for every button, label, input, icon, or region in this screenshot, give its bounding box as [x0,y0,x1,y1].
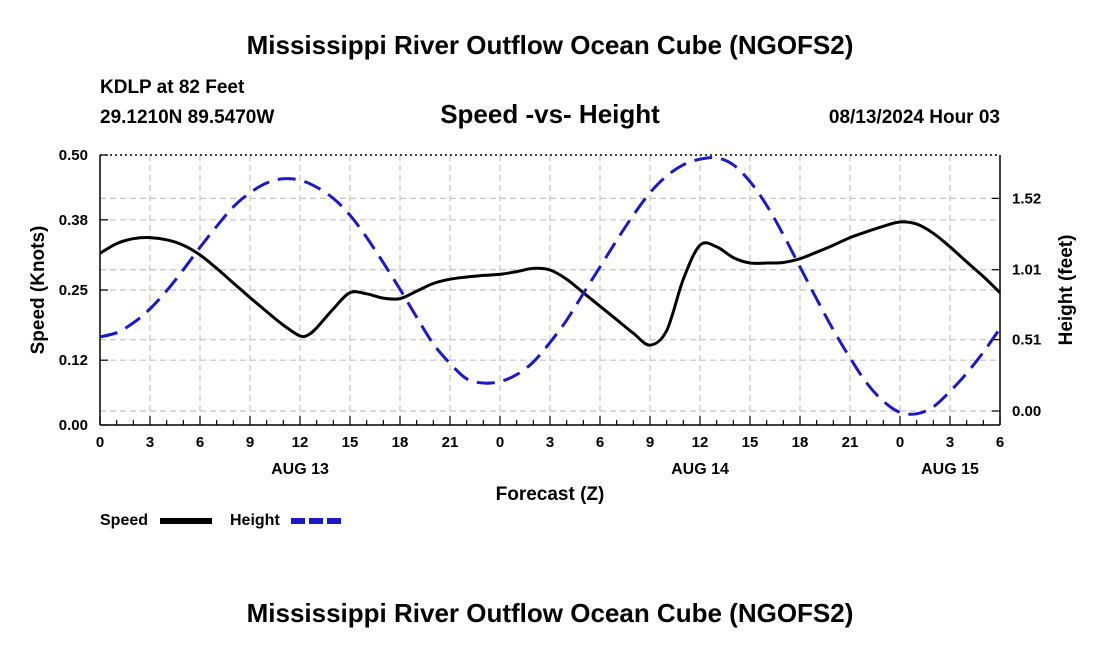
x-tick-label: 21 [842,434,859,451]
forecast-datetime: 08/13/2024 Hour 03 [828,107,1000,128]
x-tick-label: 3 [146,434,154,451]
main-title: Mississippi River Outflow Ocean Cube (NG… [246,30,854,60]
x-tick-label: 6 [596,434,604,451]
x-tick-label: 15 [742,434,759,451]
y-tick-label: 0.12 [59,352,88,369]
y2-tick-label: 0.00 [1012,403,1041,420]
x-tick-label: 6 [996,434,1004,451]
y-tick-label: 0.50 [59,147,88,164]
x-tick-label: 15 [342,434,359,451]
x-tick-label: 9 [246,434,254,451]
x-axis-title: Forecast (Z) [496,484,605,505]
y-axis-title: Speed (Knots) [28,226,49,355]
x-tick-label: 3 [946,434,954,451]
y-tick-label: 0.00 [59,417,88,434]
x-tick-label: 21 [442,434,459,451]
speed-series-line [99,220,1002,347]
x-tick-label: 6 [196,434,204,451]
x-tick-label: 0 [496,434,504,451]
y2-tick-label: 0.51 [1012,332,1041,349]
y-tick-label: 0.38 [59,212,88,229]
x-tick-label: 3 [546,434,554,451]
x-tick-label: 0 [96,434,104,451]
x-tick-label: 0 [896,434,904,451]
x-tick-label: 18 [392,434,409,451]
date-label: AUG 13 [271,461,329,478]
legend-speed-label: Speed [100,512,148,529]
x-tick-label: 9 [646,434,654,451]
chart-title: Speed -vs- Height [440,99,660,129]
station-label: KDLP at 82 Feet [100,77,245,98]
footer-title: Mississippi River Outflow Ocean Cube (NG… [246,598,854,628]
y-tick-label: 0.25 [59,282,88,299]
x-tick-label: 12 [292,434,309,451]
y2-tick-label: 1.52 [1012,190,1041,207]
y2-axis-title: Height (feet) [1056,235,1077,346]
date-label: AUG 14 [671,461,729,478]
date-label: AUG 15 [921,461,979,478]
y2-tick-label: 1.01 [1012,262,1041,279]
x-tick-label: 12 [692,434,709,451]
x-tick-label: 18 [792,434,809,451]
coordinates-label: 29.1210N 89.5470W [100,107,275,128]
height-series-line [99,155,1002,416]
legend-height-label: Height [230,512,280,529]
